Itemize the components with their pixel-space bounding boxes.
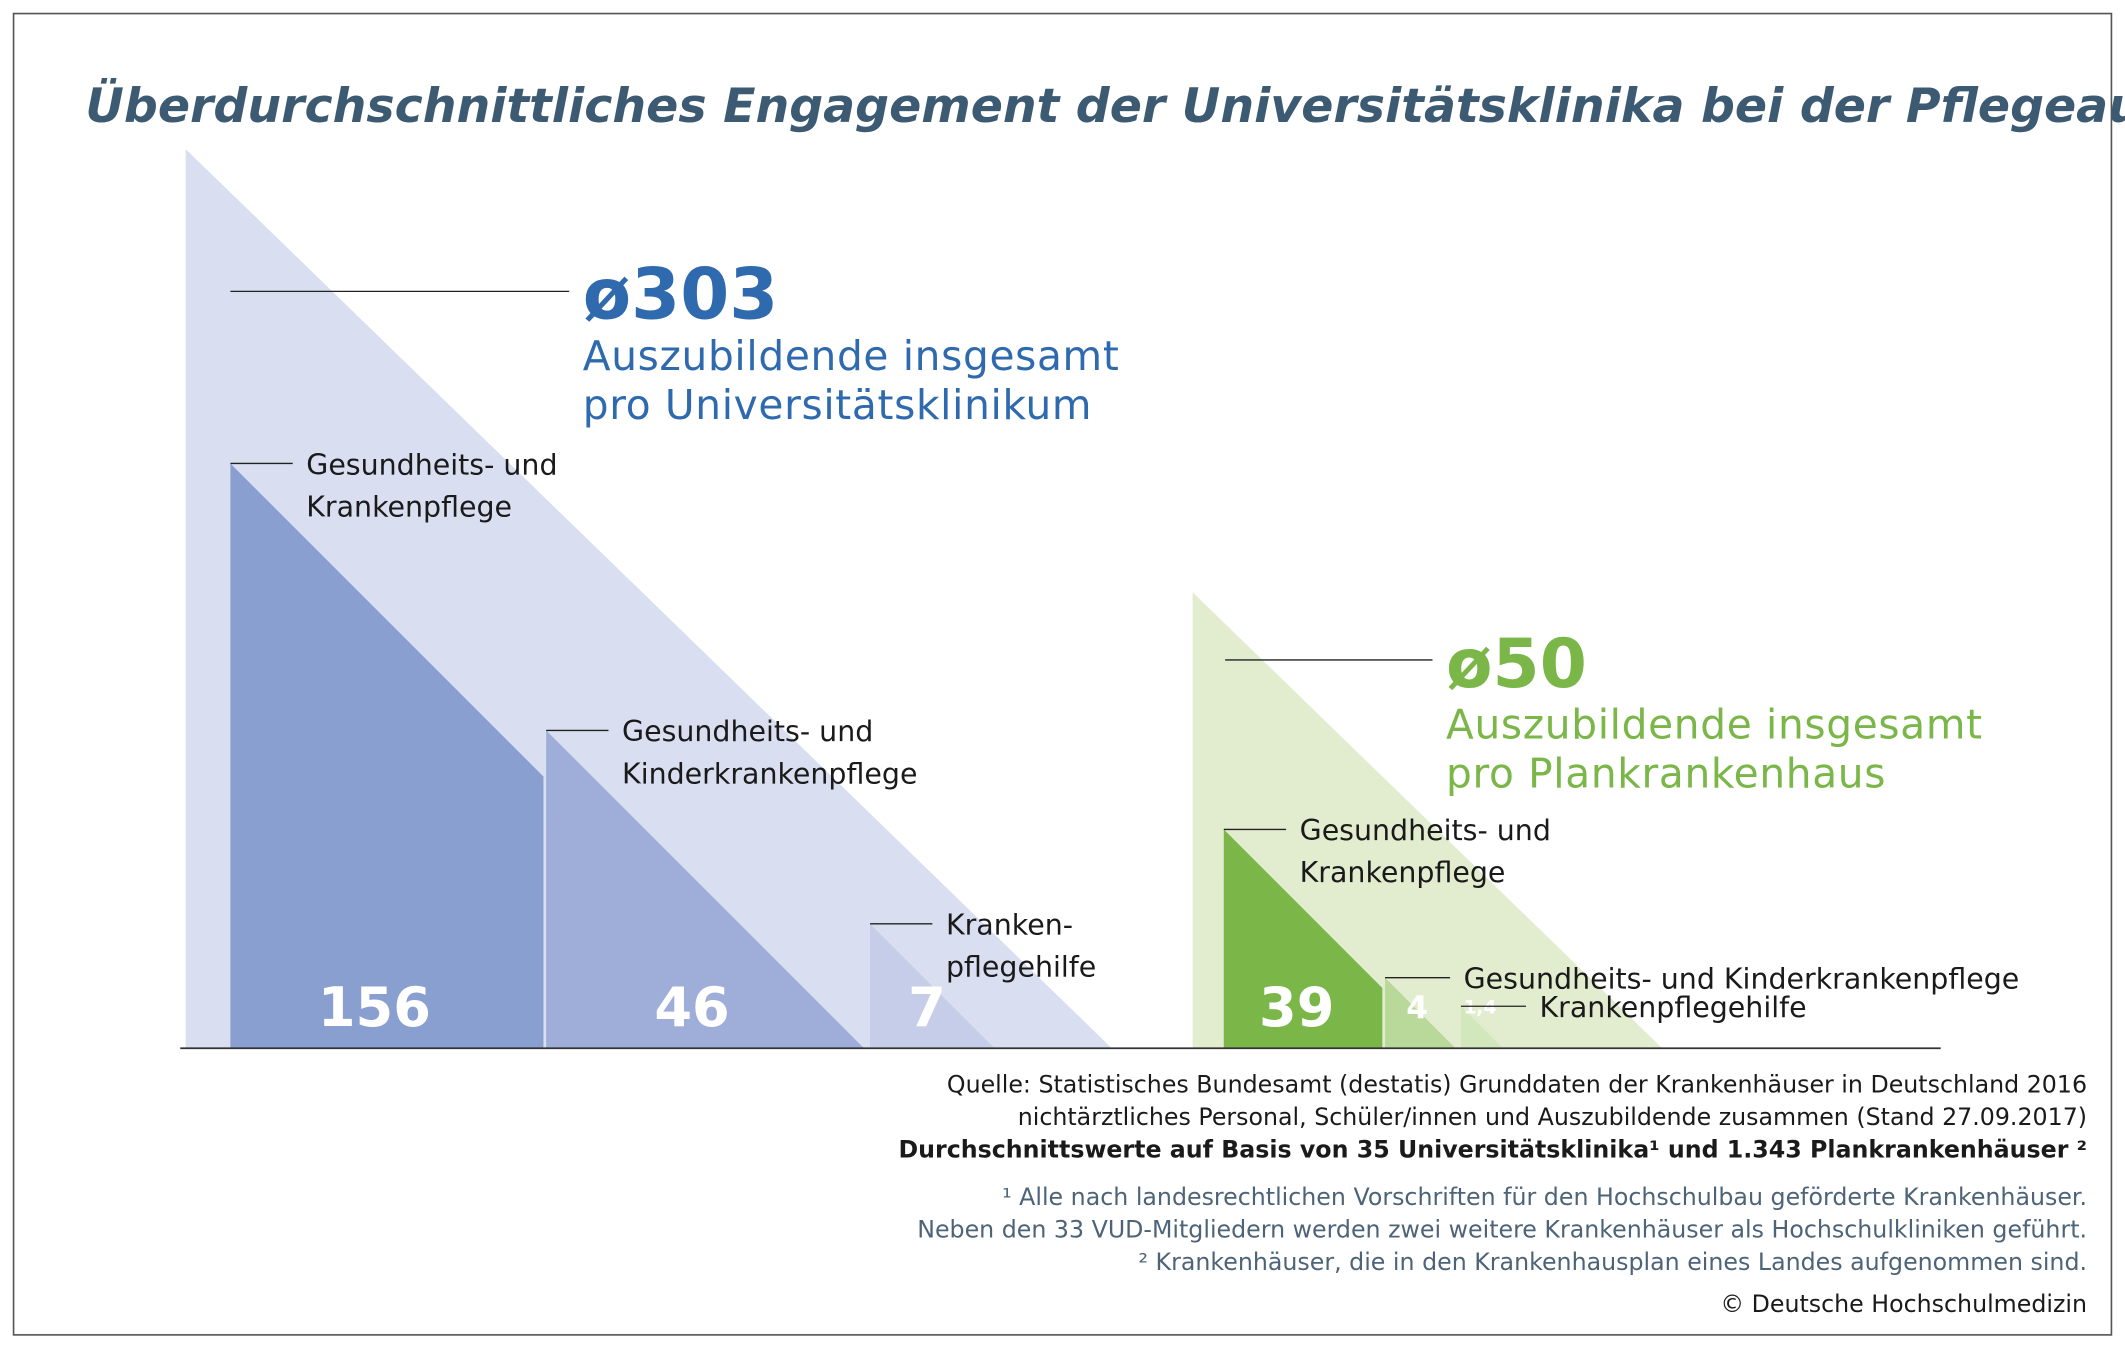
total-caption: Auszubildende insgesamt xyxy=(1446,701,1983,749)
total-caption: Auszubildende insgesamt xyxy=(583,332,1120,380)
item-name: Krankenpflege xyxy=(306,490,512,523)
item-name: Gesundheits- und xyxy=(306,448,557,481)
source-line: nichtärztliches Personal, Schüler/innen … xyxy=(1018,1103,2087,1131)
value-label: 39 xyxy=(1259,976,1334,1039)
source-line: Quelle: Statistisches Bundesamt (destati… xyxy=(947,1070,2087,1098)
frame xyxy=(12,12,2113,1336)
copyright: © Deutsche Hochschulmedizin xyxy=(1720,1290,2087,1318)
footnote: Neben den 33 VUD-Mitgliedern werden zwei… xyxy=(917,1215,2087,1243)
item-name: Krankenpflege xyxy=(1300,856,1506,889)
item-name: pflegehilfe xyxy=(946,951,1096,984)
item-name: Gesundheits- und Kinderkrankenpflege xyxy=(1464,963,2020,996)
value-label: 1,4 xyxy=(1463,997,1496,1018)
total-label: ø50 xyxy=(1446,624,1587,703)
item-name: Kinderkrankenpflege xyxy=(622,757,917,790)
chart-title: Überdurchschnittliches Engagement der Un… xyxy=(85,77,2125,134)
total-label: ø303 xyxy=(583,253,779,335)
item-name: Krankenpflegehilfe xyxy=(1540,991,1807,1024)
value-label: 156 xyxy=(318,976,431,1039)
item-shape xyxy=(1460,1006,1503,1048)
item-name: Gesundheits- und xyxy=(622,715,873,748)
item-name: Kranken- xyxy=(946,909,1073,942)
footnote: ² Krankenhäuser, die in den Krankenhausp… xyxy=(1138,1248,2087,1276)
value-label: 4 xyxy=(1406,990,1428,1026)
item-name: Gesundheits- und xyxy=(1300,814,1551,847)
item-shape xyxy=(230,463,544,1048)
footnote: ¹ Alle nach landesrechtlichen Vorschrift… xyxy=(1002,1183,2087,1211)
value-label: 7 xyxy=(908,976,946,1039)
source-line: Durchschnittswerte auf Basis von 35 Univ… xyxy=(898,1135,2087,1163)
total-caption: pro Plankrankenhaus xyxy=(1446,749,1886,797)
notes: Quelle: Statistisches Bundesamt (destati… xyxy=(898,1070,2087,1318)
total-caption: pro Universitätsklinikum xyxy=(583,381,1092,429)
value-label: 46 xyxy=(654,976,729,1039)
plot: 156 Gesundheits- und Krankenpflege 46 Gesund… xyxy=(185,149,2020,1048)
item-shape xyxy=(870,923,994,1048)
item-shape xyxy=(1223,829,1383,1048)
